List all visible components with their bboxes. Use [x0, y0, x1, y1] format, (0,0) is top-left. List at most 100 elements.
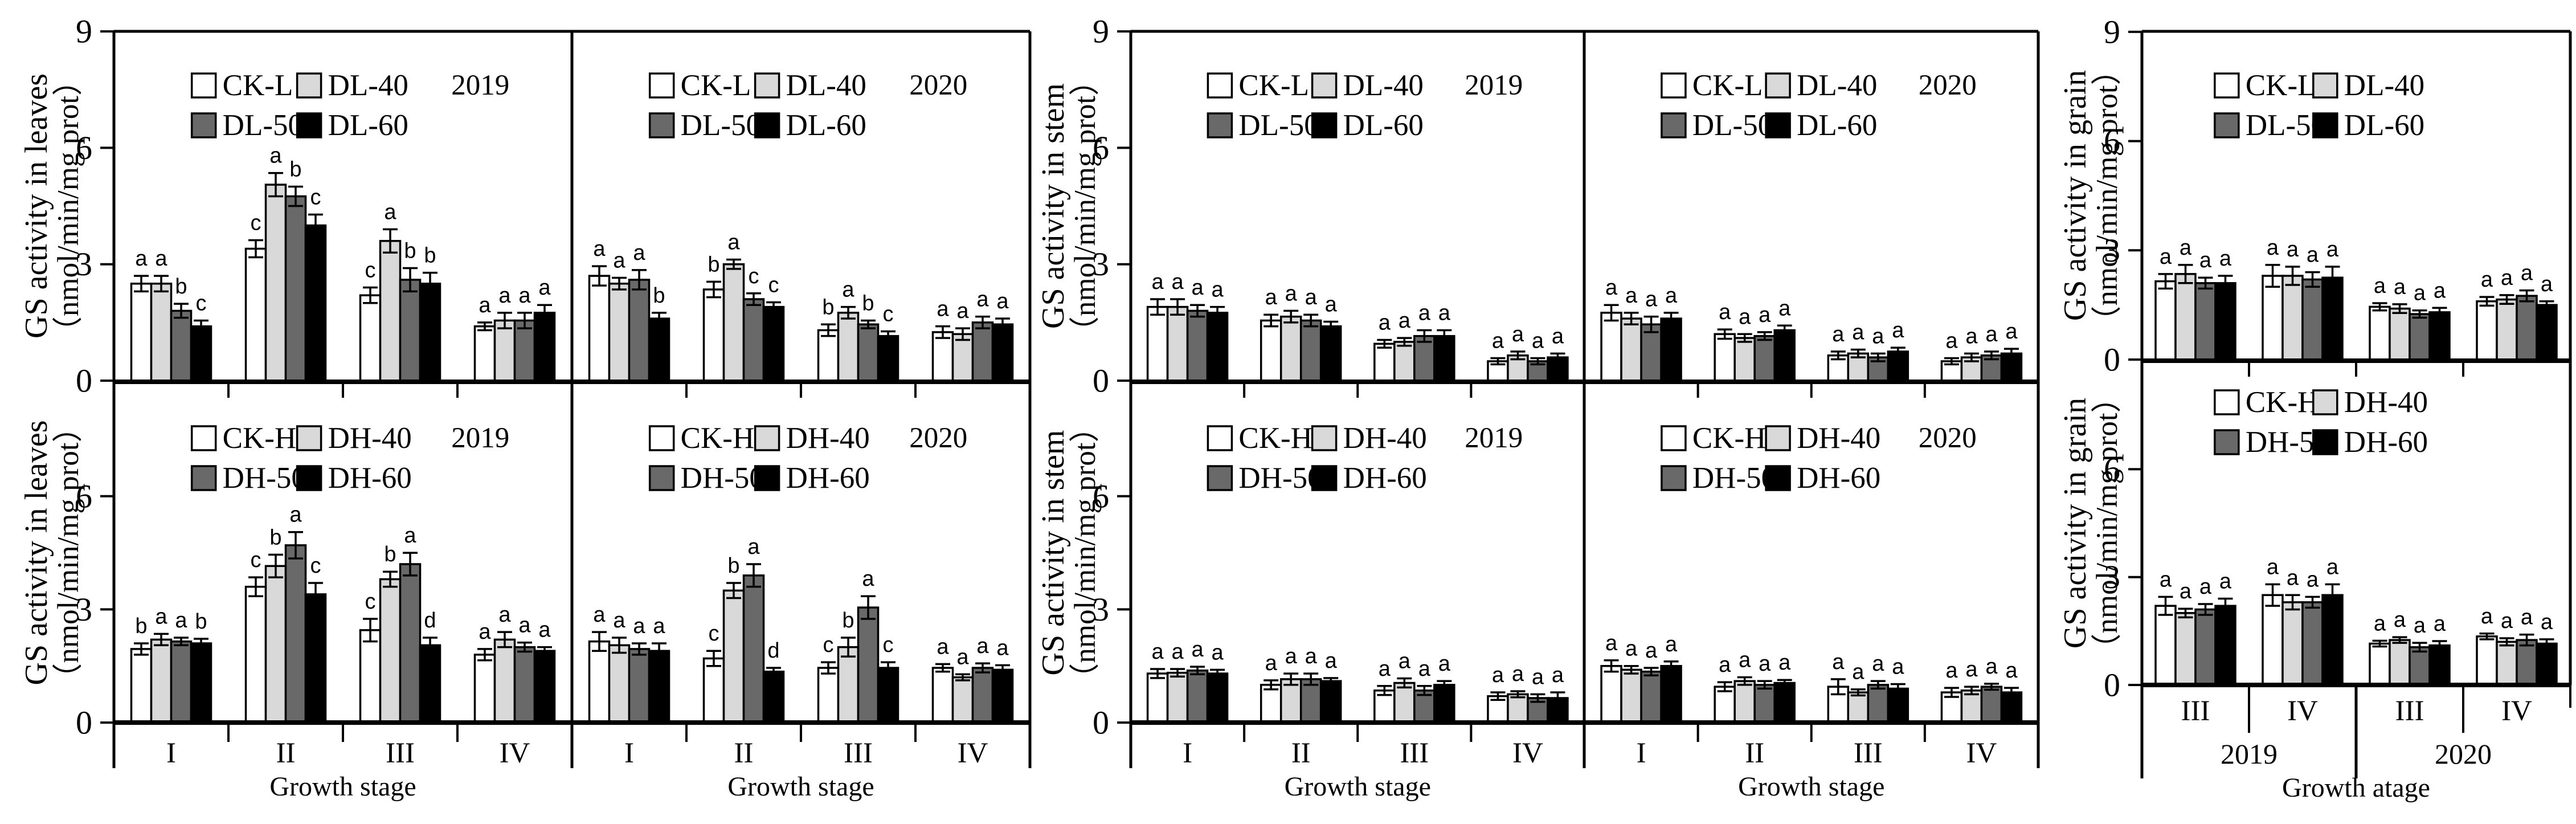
bar-DH-40-II	[1733, 680, 1756, 724]
significance-letter: a	[2287, 566, 2299, 590]
bar-DL-60-IV	[2536, 304, 2558, 361]
significance-letter: a	[747, 535, 760, 559]
legend-label-DL-60: DL-60	[1343, 109, 1424, 142]
significance-letter: a	[498, 284, 511, 308]
legend-swatch-DL-60	[1311, 112, 1338, 138]
legend-swatch-DL-50	[1661, 112, 1687, 138]
x-category-label: IV	[2287, 695, 2318, 727]
legend-label-DH-50: DH-50	[1692, 462, 1776, 495]
significance-letter: a	[1191, 276, 1204, 300]
legend-swatch-DL-40	[296, 72, 322, 99]
legend-swatch-DH-40	[2312, 389, 2338, 415]
legend-label-DL-60: DL-60	[328, 109, 408, 142]
significance-letter: a	[2326, 238, 2339, 262]
y-tick-label: 6	[1093, 478, 1109, 515]
bar-DH-60-III	[2428, 644, 2451, 686]
legend-swatch-DH-50	[648, 465, 675, 491]
legend-label-CK-L: CK-L	[223, 69, 293, 102]
bar-DL-60-II	[1773, 329, 1796, 382]
significance-letter: a	[1552, 324, 1564, 348]
legend-swatch-DL-50	[190, 112, 217, 138]
y-tick-label: 3	[1093, 246, 1109, 283]
x-axis-title: Growth stage	[727, 772, 874, 802]
x-category-label: II	[276, 737, 296, 769]
significance-letter: c	[310, 186, 321, 210]
legend-label-DL-50: DL-50	[1692, 109, 1773, 142]
significance-letter: a	[2326, 555, 2339, 579]
x-axis-title: Growth stage	[1285, 772, 1431, 802]
significance-letter: a	[1985, 655, 1998, 679]
significance-letter: a	[2219, 570, 2232, 594]
legend-swatch-DH-40	[296, 425, 322, 451]
significance-letter: a	[1739, 648, 1751, 672]
y-axis-title-grain: GS activity in grain	[2058, 398, 2093, 648]
bar-DH-40-III	[379, 578, 402, 724]
bar-CK-H-III	[2369, 642, 2391, 686]
significance-letter: a	[1171, 270, 1184, 294]
bar-DH-60-III	[877, 667, 899, 724]
legend-label-DL-40: DL-40	[1343, 69, 1424, 102]
significance-letter: c	[251, 548, 261, 572]
bar-DL-50-III	[2409, 313, 2431, 361]
y-axis-title-stem: GS activity in stem	[1036, 83, 1071, 329]
legend-label-CK-H: CK-H	[681, 422, 755, 455]
significance-letter: b	[175, 275, 187, 299]
significance-letter: a	[1399, 650, 1411, 674]
significance-letter: a	[2481, 268, 2493, 292]
significance-letter: a	[269, 144, 282, 168]
significance-letter: a	[2199, 575, 2212, 599]
significance-letter: a	[842, 278, 854, 302]
bar-DH-40-IV	[1960, 689, 1983, 724]
legend-swatch-CK-L	[1661, 72, 1687, 99]
x-axis-title: Growth stage	[1738, 772, 1884, 802]
legend-swatch-CK-H	[1661, 425, 1687, 451]
bar-CK-L-IV	[931, 331, 954, 382]
bar-DL-50-II	[1299, 319, 1322, 382]
legend-swatch-DH-40	[1311, 425, 1338, 451]
panel-year-label: 2019	[451, 422, 509, 454]
x-category-label: II	[1291, 737, 1311, 769]
significance-letter: b	[862, 291, 874, 315]
legend-swatch-CK-H	[190, 425, 217, 451]
bar-DH-60-III	[2214, 605, 2236, 686]
significance-letter: b	[842, 609, 854, 633]
bar-DH-50-III	[857, 606, 880, 724]
legend-label-CK-H: CK-H	[223, 422, 297, 455]
significance-letter: a	[2287, 238, 2299, 262]
bar-DH-40-IV	[1507, 693, 1529, 724]
bar-CK-H-I	[1600, 664, 1622, 724]
significance-letter: a	[2307, 568, 2319, 592]
bar-DH-50-IV	[513, 646, 536, 724]
bar-DL-40-IV	[2281, 275, 2304, 361]
legend-swatch-DL-50	[648, 112, 675, 138]
significance-letter: a	[1892, 655, 1904, 679]
significance-letter: a	[518, 284, 531, 308]
x-category-label: II	[734, 737, 754, 769]
significance-letter: a	[1759, 652, 1771, 676]
y-tick-label: 0	[1093, 704, 1109, 741]
bar-DH-50-IV	[2516, 639, 2538, 686]
bar-CK-H-IV	[473, 654, 496, 724]
y-axis-title-stem: GS activity in stem	[1036, 430, 1071, 676]
bar-CK-H-III	[817, 667, 840, 724]
x-year-label: 2020	[2435, 738, 2492, 770]
significance-letter: b	[289, 158, 301, 182]
legend-label-DH-40: DH-40	[2344, 386, 2428, 419]
significance-letter: c	[196, 291, 207, 315]
y-tick-label: 0	[76, 362, 92, 399]
significance-letter: a	[1379, 657, 1391, 681]
bar-DH-40-III	[837, 646, 860, 724]
bar-DL-50-III	[1413, 335, 1436, 382]
legend-label-CK-L: CK-L	[681, 69, 751, 102]
bar-DL-60-III	[419, 283, 441, 382]
significance-letter: b	[404, 239, 416, 263]
bar-CK-L-I	[1146, 305, 1169, 382]
bar-DH-50-IV	[971, 667, 994, 724]
bar-DL-60-III	[2428, 311, 2451, 361]
significance-letter: a	[1171, 640, 1184, 664]
bar-DH-40-I	[1166, 671, 1189, 724]
bar-DL-40-II	[1279, 315, 1302, 382]
significance-letter: a	[1832, 323, 1845, 346]
y-tick-label: 3	[2104, 232, 2120, 269]
